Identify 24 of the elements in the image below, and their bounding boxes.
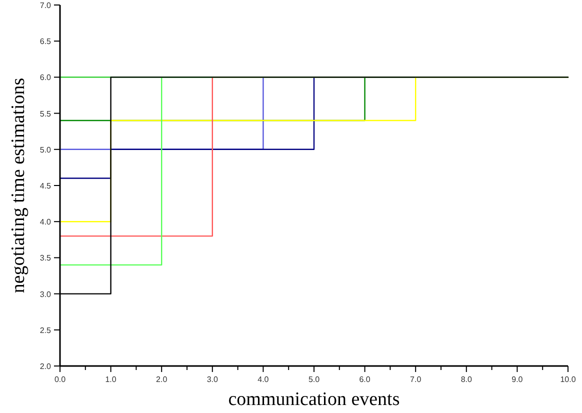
y-tick-label: 5.0 [40,145,52,154]
y-tick-label: 6.5 [40,37,52,46]
x-tick-label: 10.0 [560,375,576,384]
x-tick-label: 6.0 [359,375,371,384]
y-tick-label: 6.0 [40,73,52,82]
y-tick-label: 2.0 [40,362,52,371]
y-tick-label: 3.5 [40,254,52,263]
x-axis-title: communication events [228,389,400,410]
x-tick-label: 0.0 [54,375,66,384]
x-tick-label: 1.0 [105,375,117,384]
y-tick-label: 2.5 [40,326,52,335]
y-tick-label: 3.0 [40,290,52,299]
y-axis-title: negotiating time estimations [8,78,29,294]
x-tick-label: 7.0 [410,375,422,384]
x-tick-label: 4.0 [258,375,270,384]
x-tick-label: 8.0 [460,375,473,384]
x-tick-label: 3.0 [206,375,219,384]
y-tick-label: 7.0 [40,1,52,10]
y-tick-label: 5.5 [40,109,52,118]
x-tick-label: 5.0 [308,375,320,384]
y-tick-label: 4.0 [40,218,52,227]
x-tick-label: 9.0 [512,375,524,384]
x-tick-label: 2.0 [156,375,168,384]
y-tick-label: 4.5 [40,182,52,190]
